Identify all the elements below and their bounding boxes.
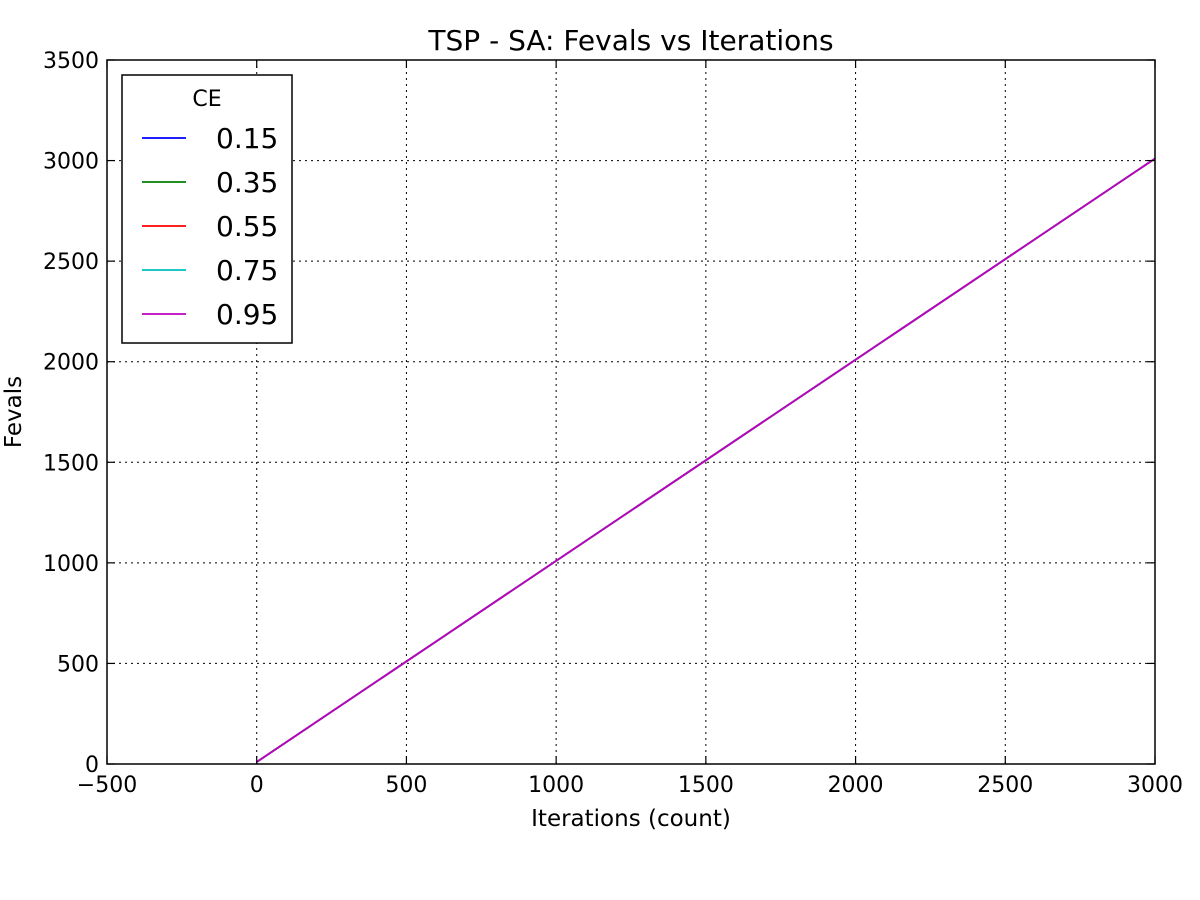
x-tick-label: 1000 [528,773,584,798]
legend: CE 0.15 0.35 0.55 0.75 0.95 [121,74,293,344]
y-tick-label: 3500 [43,49,99,74]
series-lines [256,157,1156,763]
plot-frame [106,59,1156,765]
series-line-0-95 [256,157,1156,763]
y-tick-label: 2000 [43,351,99,376]
x-tick-label: 0 [250,773,264,798]
x-tick-label: −500 [77,773,137,798]
legend-title: CE [192,87,221,112]
legend-box [121,74,293,344]
x-tick-label: 3000 [1127,773,1183,798]
x-axis-label: Iterations (count) [531,806,731,832]
chart-title: TSP - SA: Fevals vs Iterations [427,24,833,57]
y-tick-label: 1500 [43,451,99,476]
x-tick-label: 1500 [678,773,734,798]
legend-entry-label: 0.75 [216,254,278,287]
legend-entry-label: 0.95 [216,298,278,331]
axis-ticks: −500 0 500 1000 1500 2000 2500 3000050010001500… [43,49,1183,798]
y-tick-label: 1000 [43,552,99,577]
y-tick-label: 500 [57,652,99,677]
legend-entry-label: 0.15 [216,122,278,155]
y-tick-label: 3000 [43,150,99,175]
y-tick-label: 0 [85,753,99,778]
legend-entry-label: 0.35 [216,166,278,199]
x-tick-label: 500 [385,773,427,798]
y-axis-label: Fevals [1,376,27,448]
legend-entry-label: 0.55 [216,210,278,243]
x-tick-label: 2000 [828,773,884,798]
x-tick-label: 2500 [977,773,1033,798]
y-tick-label: 2500 [43,250,99,275]
